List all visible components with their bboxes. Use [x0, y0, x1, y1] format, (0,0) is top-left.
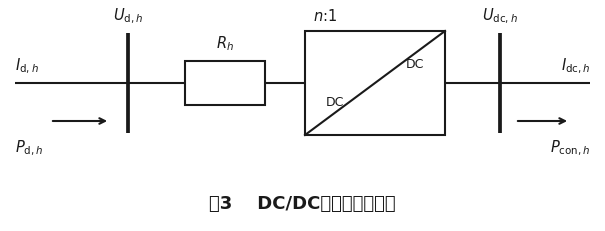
Text: 图3    DC/DC变换器稳态模型: 图3 DC/DC变换器稳态模型	[209, 195, 396, 213]
Text: $\mathit{I}_{\mathrm{dc},h}$: $\mathit{I}_{\mathrm{dc},h}$	[560, 57, 590, 76]
Text: $\mathit{I}_{\mathrm{d},h}$: $\mathit{I}_{\mathrm{d},h}$	[15, 57, 39, 76]
Text: DC: DC	[326, 97, 344, 109]
Text: DC: DC	[406, 58, 424, 72]
Text: $\mathit{U}_{\mathrm{dc},h}$: $\mathit{U}_{\mathrm{dc},h}$	[482, 7, 518, 26]
Text: $\mathit{R}_{h}$: $\mathit{R}_{h}$	[216, 34, 234, 53]
Text: $\mathit{P}_{\mathrm{con},h}$: $\mathit{P}_{\mathrm{con},h}$	[550, 139, 590, 158]
Bar	[185, 61, 265, 105]
Bar	[305, 31, 445, 135]
Text: $\mathit{n}$:1: $\mathit{n}$:1	[313, 8, 337, 24]
Text: $\mathit{U}_{\mathrm{d},h}$: $\mathit{U}_{\mathrm{d},h}$	[113, 7, 143, 26]
Text: $\mathit{P}_{\mathrm{d},h}$: $\mathit{P}_{\mathrm{d},h}$	[15, 139, 44, 158]
